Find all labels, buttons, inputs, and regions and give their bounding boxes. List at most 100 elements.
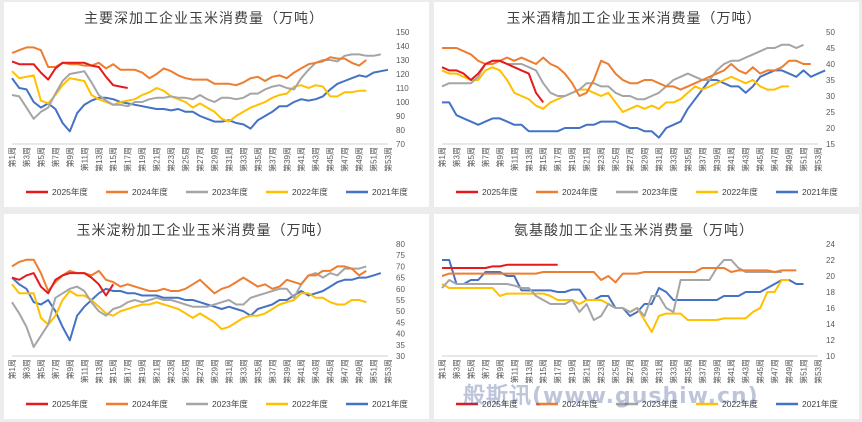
x-tick-label: 第39周 <box>712 359 722 384</box>
x-tick-label: 第41周 <box>296 359 306 384</box>
y-tick-label: 16 <box>826 304 835 313</box>
x-tick-label: 第41周 <box>726 359 736 384</box>
x-tick-label: 第51周 <box>799 147 809 172</box>
y-tick-label: 22 <box>826 256 835 265</box>
x-tick-label: 第5周 <box>36 359 46 379</box>
x-tick-label: 第7周 <box>50 359 60 379</box>
x-tick-label: 第31周 <box>224 359 234 384</box>
y-tick-label: 75 <box>396 251 405 260</box>
x-tick-label: 第11周 <box>509 359 519 383</box>
x-tick-label: 第33周 <box>238 147 248 172</box>
x-tick-label: 第39周 <box>282 147 292 172</box>
y-tick-label: 40 <box>826 60 835 69</box>
x-tick-label: 第47周 <box>340 359 350 384</box>
y-tick-label: 30 <box>826 92 835 101</box>
y-tick-label: 20 <box>826 272 835 281</box>
x-tick-label: 第31周 <box>654 359 664 384</box>
y-tick-label: 65 <box>396 274 405 283</box>
legend-label-y2022: 2022年度 <box>722 187 758 197</box>
y-tick-label: 30 <box>396 352 405 361</box>
x-tick-label: 第43周 <box>741 359 751 384</box>
x-tick-label: 第25周 <box>181 147 191 172</box>
y-tick-label: 45 <box>396 318 405 327</box>
x-tick-label: 第45周 <box>325 359 335 384</box>
chart-title: 玉米淀粉加工企业玉米消费量（万吨） <box>76 223 332 239</box>
legend-label-y2024: 2024年度 <box>562 187 598 197</box>
y-tick-label: 25 <box>826 108 835 117</box>
x-tick-label: 第9周 <box>65 147 75 167</box>
legend-label-y2021: 2021年度 <box>802 187 838 197</box>
x-tick-label: 第43周 <box>741 147 751 172</box>
series-line-y2022 <box>441 279 790 333</box>
x-tick-label: 第25周 <box>611 147 621 172</box>
x-tick-label: 第51周 <box>369 359 379 384</box>
x-tick-label: 第19周 <box>137 147 147 172</box>
watermark: 般斯讯(www.gushiw.cn) <box>463 384 759 409</box>
x-tick-label: 第45周 <box>755 147 765 172</box>
x-tick-label: 第53周 <box>813 359 823 384</box>
chart-panel-alcohol: 15 20 25 30 35 40 45 50 第1周 第3周 第5周 第7周 第9周 第11周 第13周第… <box>434 2 859 207</box>
y-tick-label: 20 <box>826 124 835 133</box>
y-tick-label: 35 <box>826 76 835 85</box>
y-tick-label: 15 <box>826 140 835 149</box>
legend-label-y2024: 2024年度 <box>132 187 168 197</box>
series-line-y2025 <box>441 59 544 104</box>
y-tick-label: 18 <box>826 288 835 297</box>
x-tick-label: 第23周 <box>166 147 176 172</box>
legend-label-y2025: 2025年度 <box>52 399 88 409</box>
x-tick-label: 第47周 <box>770 147 780 172</box>
x-tick-label: 第49周 <box>354 147 364 172</box>
legend-label-y2022: 2022年度 <box>722 399 758 409</box>
x-tick-label: 第37周 <box>267 147 277 172</box>
series-line-y2022 <box>441 66 790 113</box>
y-tick-label: 80 <box>396 240 405 249</box>
x-tick-label: 第37周 <box>697 147 707 172</box>
legend-label-y2023: 2023年度 <box>642 399 678 409</box>
legend-label-y2022: 2022年度 <box>292 187 328 197</box>
legend-label-y2023: 2023年度 <box>642 187 678 197</box>
x-tick-label: 第25周 <box>181 359 191 384</box>
x-tick-label: 第43周 <box>311 147 321 172</box>
x-tick-label: 第17周 <box>123 359 133 384</box>
x-tick-label: 第21周 <box>582 359 592 384</box>
x-tick-label: 第7周 <box>50 147 60 167</box>
series-line-y2023 <box>441 259 782 321</box>
x-tick-label: 第9周 <box>65 359 75 379</box>
x-tick-label: 第33周 <box>668 359 678 384</box>
x-tick-label: 第13周 <box>524 147 534 172</box>
y-tick-label: 120 <box>396 70 410 79</box>
x-tick-label: 第43周 <box>311 359 321 384</box>
x-tick-label: 第3周 <box>451 147 461 167</box>
x-tick-label: 第17周 <box>123 147 133 172</box>
series-line-y2021 <box>11 68 389 133</box>
series-line-y2025 <box>442 263 558 269</box>
chart-title: 玉米酒精加工企业玉米消费量（万吨） <box>506 11 762 27</box>
legend-label-y2023: 2023年度 <box>212 399 248 409</box>
legend-label-y2024: 2024年度 <box>132 399 168 409</box>
legend-label-y2021: 2021年度 <box>372 399 408 409</box>
y-tick-label: 140 <box>396 42 410 51</box>
y-tick-label: 24 <box>826 240 835 249</box>
y-tick-label: 100 <box>396 98 410 107</box>
y-tick-label: 14 <box>826 320 835 329</box>
x-tick-label: 第47周 <box>340 147 350 172</box>
series-line-y2021 <box>442 69 826 139</box>
x-tick-label: 第51周 <box>799 359 809 384</box>
x-tick-label: 第21周 <box>152 147 162 172</box>
y-tick-label: 110 <box>396 84 409 93</box>
x-tick-label: 第51周 <box>369 147 379 172</box>
chart-svg: 1520253035404550第1周 第3周 第5周 第7周 第9周 第11周 第13周第… <box>437 28 838 197</box>
legend-label-y2022: 2022年度 <box>292 399 328 409</box>
legend-label-y2023: 2023年度 <box>212 187 248 197</box>
x-tick-label: 第33周 <box>668 147 678 172</box>
x-tick-label: 第19周 <box>567 147 577 172</box>
x-tick-label: 第33周 <box>238 359 248 384</box>
x-tick-label: 第39周 <box>712 147 722 172</box>
x-tick-label: 第1周 <box>437 147 447 167</box>
y-tick-label: 80 <box>396 126 405 135</box>
series-line-y2025 <box>11 272 115 297</box>
series-line-y2023 <box>11 265 367 348</box>
x-tick-label: 第1周 <box>437 359 447 379</box>
y-tick-label: 50 <box>396 307 405 316</box>
series-line-y2021 <box>11 272 382 342</box>
